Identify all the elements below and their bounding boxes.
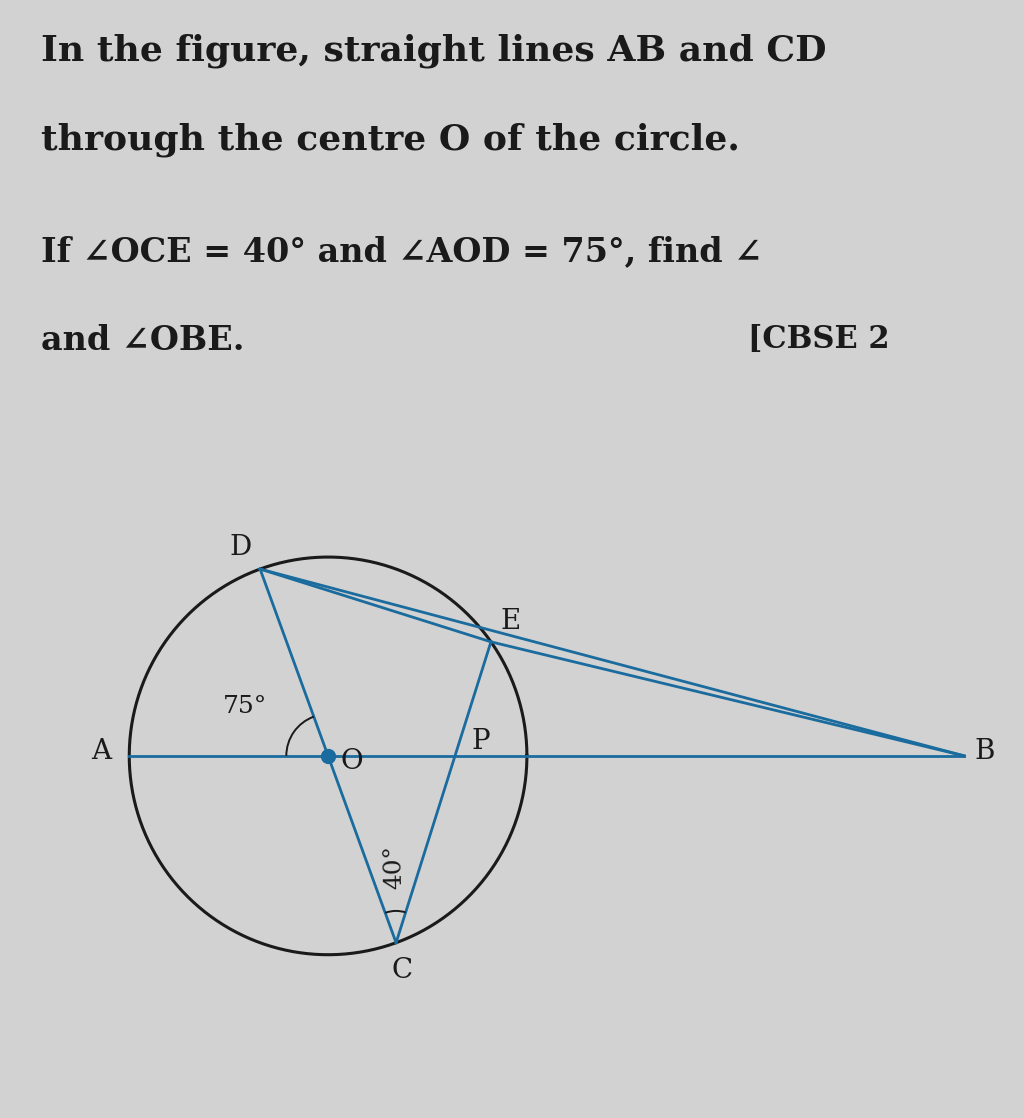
Text: 40°: 40°: [382, 845, 407, 890]
Text: and ∠OBE.: and ∠OBE.: [41, 324, 245, 358]
Text: C: C: [391, 957, 413, 984]
Text: D: D: [229, 533, 251, 560]
Text: 75°: 75°: [222, 694, 266, 718]
Text: O: O: [341, 748, 364, 776]
Text: [CBSE 2: [CBSE 2: [748, 324, 889, 356]
Text: If ∠OCE = 40° and ∠AOD = 75°, find ∠: If ∠OCE = 40° and ∠AOD = 75°, find ∠: [41, 235, 762, 268]
Text: In the figure, straight lines AB and CD: In the figure, straight lines AB and CD: [41, 34, 826, 68]
Text: through the centre O of the circle.: through the centre O of the circle.: [41, 123, 739, 158]
Text: B: B: [974, 738, 994, 766]
Text: P: P: [471, 729, 490, 756]
Text: A: A: [91, 738, 112, 766]
Text: E: E: [501, 608, 521, 635]
